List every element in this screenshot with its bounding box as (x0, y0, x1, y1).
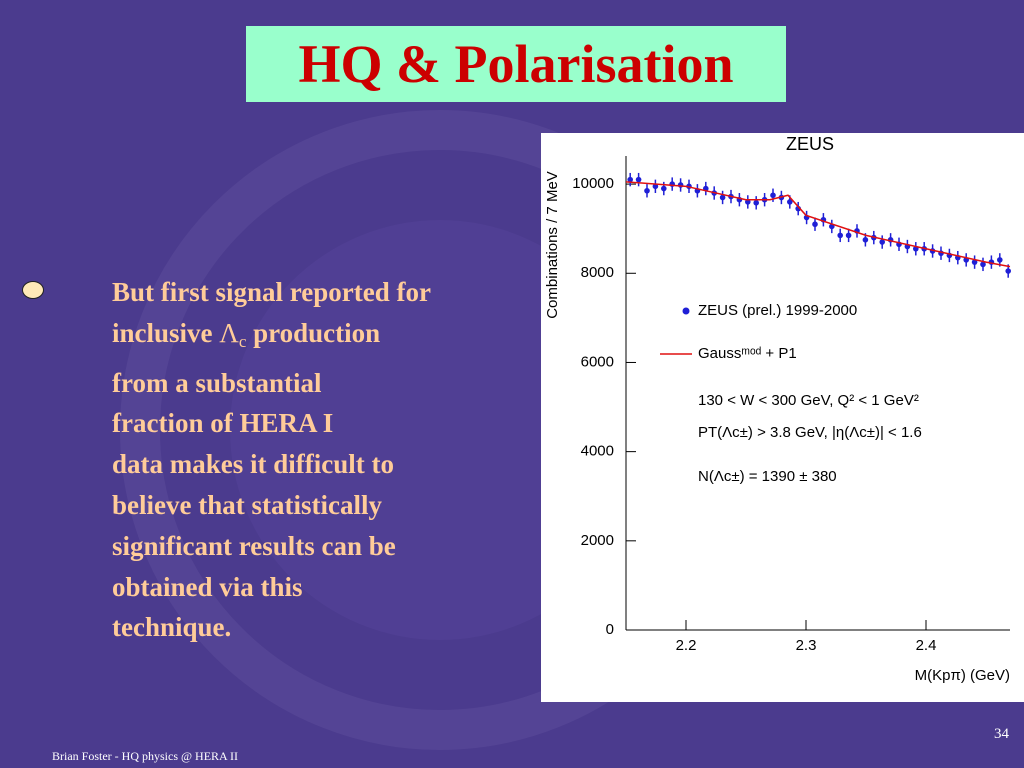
y-tick-label: 0 (606, 621, 614, 638)
data-point (997, 257, 1003, 263)
data-point (845, 232, 852, 239)
fit-line (625, 181, 1011, 268)
chart-title: ZEUS (786, 134, 834, 154)
subscript: c (238, 331, 247, 351)
chart: ZEUS Combinations / 7 MeV M(Kpπ) (GeV) 1… (541, 133, 1024, 702)
data-point (837, 232, 843, 239)
bullet-line: But first signal reported for (112, 277, 431, 307)
bullet-line: believe that statistically (112, 489, 382, 520)
bullet-line: significant results can be (112, 530, 396, 561)
y-axis-label: Combinations / 7 MeV (544, 171, 561, 319)
legend-marker (682, 307, 690, 315)
symbol: Λ (219, 317, 239, 348)
data-point (661, 185, 667, 192)
text: inclusive (112, 317, 220, 348)
legend-label: ZEUS (prel.) 1999-2000 (698, 302, 857, 319)
bullet-line: technique. (112, 612, 232, 643)
title-box: HQ & Polarisation (246, 26, 786, 102)
data-point (719, 194, 726, 201)
data-point (677, 182, 684, 188)
footer: Brian Foster - HQ physics @ HERA II (52, 749, 239, 763)
bullet-line: fraction of HERA I (112, 408, 334, 439)
x-tick-label: 2.3 (796, 637, 817, 654)
slide-title: HQ & Polarisation (298, 34, 734, 94)
text: production (246, 317, 381, 348)
y-tick-label: 2000 (581, 532, 614, 549)
data-point (812, 221, 818, 228)
y-tick-label: 8000 (581, 264, 614, 281)
annotation: 130 < W < 300 GeV, Q² < 1 GeV² (698, 392, 919, 409)
data-point (635, 176, 642, 183)
legend-label: Gaussᵐᵒᵈ + P1 (698, 345, 797, 362)
bullet-text: But first signal reported for inclusive … (112, 272, 431, 648)
data-point (787, 199, 793, 205)
data-point (862, 237, 869, 243)
bullet-line: from a substantial (112, 367, 322, 398)
bullet-line: obtained via this (112, 571, 303, 602)
bullet-marker (22, 281, 44, 299)
data-point (644, 187, 650, 194)
x-axis-label: M(Kpπ) (GeV) (915, 667, 1010, 684)
data-point (753, 200, 759, 206)
y-tick-label: 6000 (581, 353, 614, 370)
x-tick-label: 2.2 (676, 637, 697, 654)
data-point (627, 176, 633, 183)
data-point (980, 261, 986, 268)
data-point (652, 183, 659, 190)
bullet-line: data makes it difficult to (112, 449, 394, 480)
y-tick-label: 10000 (572, 175, 614, 192)
data-point (879, 239, 885, 245)
data-point (770, 192, 776, 199)
annotation: PT(Λc±) > 3.8 GeV, |η(Λc±)| < 1.6 (698, 424, 922, 441)
data-point (971, 259, 978, 265)
data-point (1005, 268, 1011, 274)
x-tick-label: 2.4 (916, 637, 937, 654)
page-number: 34 (994, 726, 1009, 742)
y-tick-label: 4000 (581, 443, 614, 460)
annotation: N(Λc±) = 1390 ± 380 (698, 468, 837, 485)
bullet-line: inclusive Λc production (112, 313, 431, 363)
data-point (745, 199, 751, 205)
